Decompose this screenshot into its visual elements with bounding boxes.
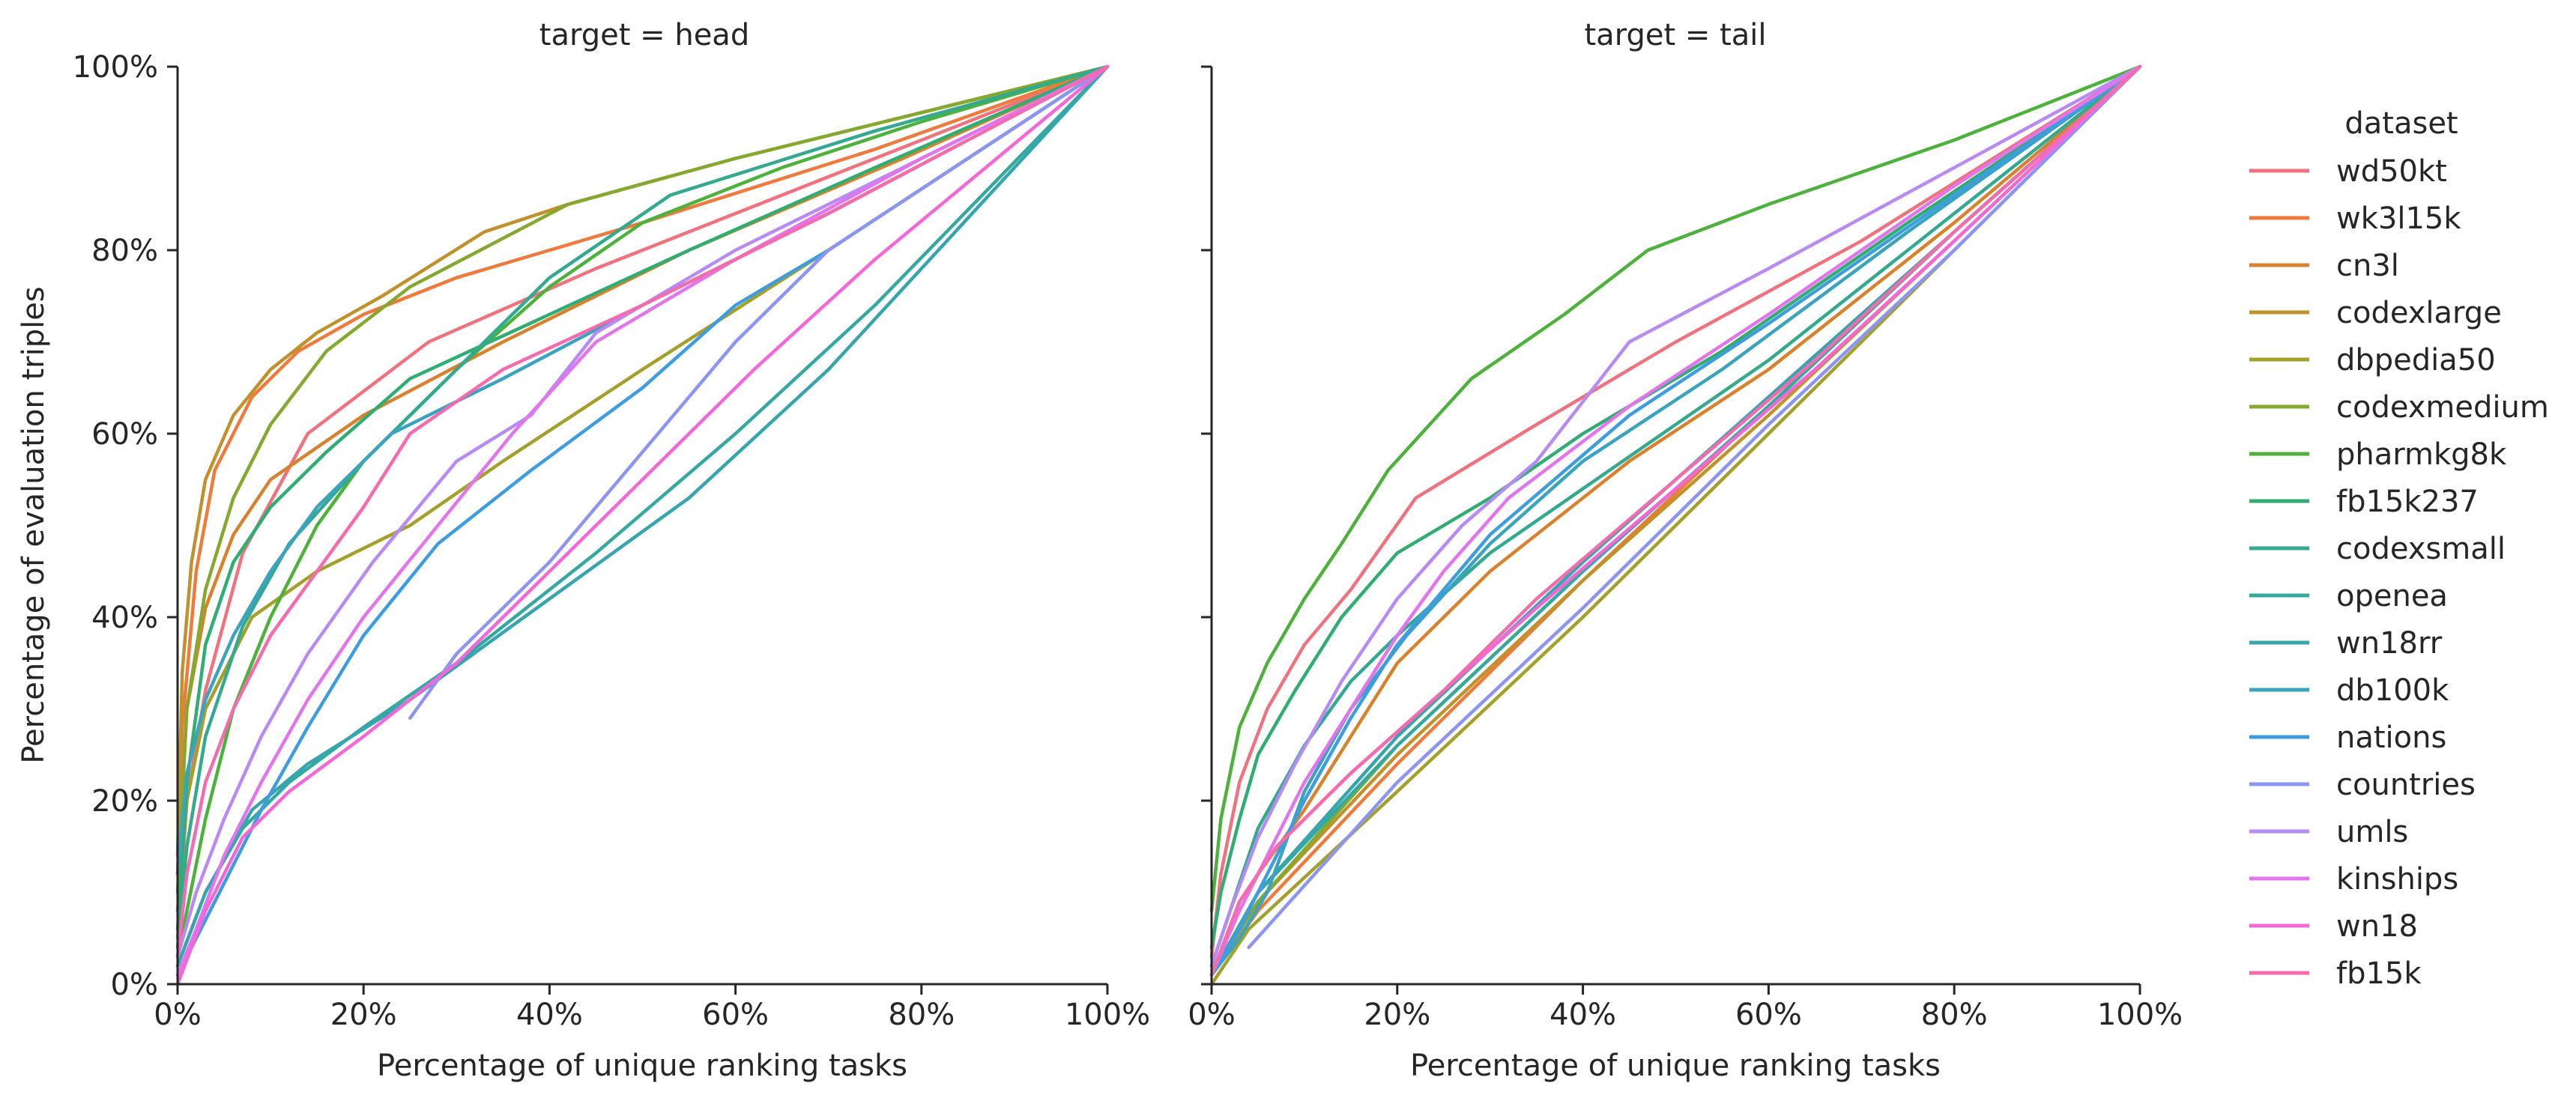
legend-title: dataset <box>2344 106 2458 141</box>
series-line-tail-pharmkg8k <box>1209 64 2142 913</box>
legend-label-fb15k: fb15k <box>2336 956 2422 991</box>
series-line-tail-countries <box>1247 64 2142 950</box>
series-line-tail-umls <box>1209 64 2142 968</box>
x-tick-label-tail-4: 80% <box>1921 998 1988 1032</box>
legend-label-db100k: db100k <box>2336 673 2449 708</box>
legend: dataset wd50kt wk3l15k cn3l codexlarge dbped… <box>2249 106 2549 991</box>
series-line-tail-fb15k <box>1209 64 2142 977</box>
legend-label-nations: nations <box>2336 721 2446 755</box>
series-line-head-wk3l15k <box>175 64 1110 876</box>
series-line-tail-wd50kt <box>1209 64 2142 959</box>
y-tick-label-head-3: 60% <box>91 417 158 452</box>
legend-label-wn18rr: wn18rr <box>2336 626 2443 661</box>
x-tick-label-tail-3: 60% <box>1735 998 1802 1032</box>
series-line-tail-fb15k237 <box>1209 64 2142 950</box>
x-tick-label-head-4: 80% <box>888 998 955 1032</box>
series-line-head-umls <box>175 64 1110 959</box>
x-ticks-tail: 0% 20% 40% 60% 80% 100% <box>1188 984 2183 1032</box>
series-line-tail-nations <box>1209 64 2142 977</box>
y-tick-label-head-0: 0% <box>111 968 158 1002</box>
series-line-head-wn18 <box>175 64 1110 986</box>
x-tick-label-head-3: 60% <box>702 998 769 1032</box>
legend-label-dbpedia50: dbpedia50 <box>2336 343 2496 377</box>
legend-label-kinships: kinships <box>2336 862 2458 897</box>
x-tick-label-head-5: 100% <box>1065 998 1150 1032</box>
y-tick-label-head-5: 100% <box>73 50 158 85</box>
panel-title-head: target = head <box>539 18 749 52</box>
legend-label-wd50kt: wd50kt <box>2336 154 2447 189</box>
x-axis-label-head: Percentage of unique ranking tasks <box>377 1049 907 1083</box>
legend-label-codexmedium: codexmedium <box>2336 390 2549 425</box>
y-ticks-tail <box>1201 65 1212 986</box>
legend-label-wn18: wn18 <box>2336 909 2418 944</box>
series-line-head-codexmedium <box>175 64 1110 876</box>
y-tick-label-head-2: 40% <box>91 601 158 635</box>
x-tick-label-tail-0: 0% <box>1188 998 1235 1032</box>
x-tick-label-tail-5: 100% <box>2097 998 2183 1032</box>
legend-label-umls: umls <box>2336 815 2408 849</box>
y-tick-label-head-1: 20% <box>91 784 158 819</box>
series-line-head-countries <box>408 64 1110 721</box>
legend-label-openea: openea <box>2336 579 2448 613</box>
series-line-head-fb15k237 <box>175 64 1110 931</box>
x-tick-label-head-2: 40% <box>516 998 583 1032</box>
panel-title-tail: target = tail <box>1585 18 1767 52</box>
panel-head: target = head 0% 20% 40% 60% 80% 100% 0% 20% 40… <box>16 18 1150 1083</box>
legend-label-wk3l15k: wk3l15k <box>2336 201 2461 236</box>
series-line-head-dbpedia50 <box>175 64 1110 913</box>
x-axis-label-tail: Percentage of unique ranking tasks <box>1410 1049 1941 1083</box>
x-tick-label-head-1: 20% <box>330 998 397 1032</box>
series-lines-head <box>175 64 1110 986</box>
panel-tail: target = tail 0% 20% 40% 60% 80% 100% Percent… <box>1188 18 2183 1083</box>
legend-label-codexlarge: codexlarge <box>2336 296 2502 330</box>
x-tick-label-head-0: 0% <box>154 998 201 1032</box>
y-ticks-head: 0% 20% 40% 60% 80% 100% <box>73 50 178 1002</box>
series-line-head-fb15k <box>175 64 1110 959</box>
legend-label-countries: countries <box>2336 768 2476 802</box>
y-tick-label-head-4: 80% <box>91 234 158 268</box>
x-tick-label-tail-2: 40% <box>1549 998 1616 1032</box>
series-lines-tail <box>1209 64 2142 986</box>
legend-label-pharmkg8k: pharmkg8k <box>2336 437 2507 472</box>
y-axis-label-head: Percentage of evaluation triples <box>16 286 51 763</box>
legend-label-codexsmall: codexsmall <box>2336 532 2506 566</box>
x-ticks-head: 0% 20% 40% 60% 80% 100% <box>154 984 1150 1032</box>
legend-label-cn3l: cn3l <box>2336 249 2399 283</box>
legend-label-fb15k237: fb15k237 <box>2336 485 2479 519</box>
legend-items: wd50kt wk3l15k cn3l codexlarge dbpedia50 code… <box>2249 154 2549 991</box>
x-tick-label-tail-1: 20% <box>1364 998 1430 1032</box>
